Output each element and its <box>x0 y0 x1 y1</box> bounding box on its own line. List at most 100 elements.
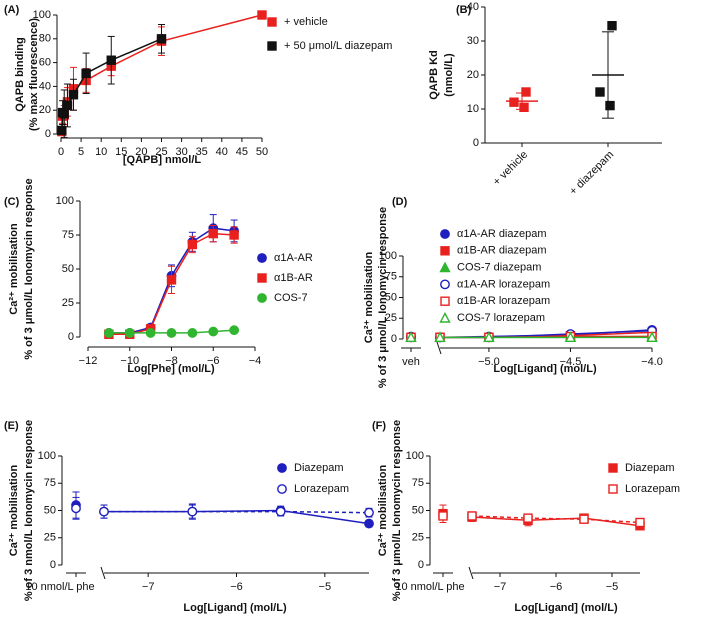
point <box>364 507 374 518</box>
y-tick-label: 40 <box>39 80 51 92</box>
x-tick-label: + diazepam <box>567 149 616 198</box>
point <box>166 275 177 285</box>
y-tick-label: 25 <box>62 297 74 309</box>
axis-break <box>468 566 474 580</box>
y-axis-label: Ca²⁺ mobilisation <box>363 252 375 344</box>
x-axis-label: Log[Phe] (mol/L) <box>127 363 215 375</box>
y-tick-label: 75 <box>62 229 74 241</box>
x-tick-label: −4.0 <box>641 356 663 368</box>
x-tick-label: veh <box>402 356 420 368</box>
y-tick-label: 25 <box>385 312 397 324</box>
x-tick-label: + vehicle <box>491 149 530 188</box>
point <box>145 328 156 338</box>
point <box>81 68 91 79</box>
y-tick-label: 0 <box>45 128 51 140</box>
x-axis-label: Log[Ligand] (mol/L) <box>493 363 597 375</box>
x-tick-label: 5 <box>78 146 84 158</box>
panel-label: (C) <box>4 196 20 208</box>
y-axis-label: (nmol/L) <box>443 53 455 97</box>
x-tick-label: −12 <box>79 355 98 367</box>
y-tick-label: 50 <box>412 504 424 516</box>
x-tick-label: 40 <box>216 146 228 158</box>
legend-label: Diazepam <box>625 462 675 474</box>
point <box>156 34 167 44</box>
panel-label: (A) <box>4 4 20 16</box>
y-axis-label: QAPB Kd <box>428 50 440 100</box>
legend-label: α1B-AR lorazepam <box>457 295 550 307</box>
y-tick-label: 75 <box>44 477 56 489</box>
x-axis-label: Log[Ligand] (mol/L) <box>514 602 618 614</box>
x-tick-label: −6 <box>550 581 563 593</box>
y-tick-label: 25 <box>412 532 424 544</box>
y-tick-label: 0 <box>68 331 74 343</box>
point <box>208 228 218 239</box>
point <box>99 506 109 517</box>
y-tick-label: 30 <box>467 35 479 47</box>
legend-label: COS-7 diazepam <box>457 262 541 274</box>
x-tick-label: 30 <box>175 146 187 158</box>
legend-marker <box>439 312 451 323</box>
legend-marker <box>440 229 450 239</box>
panel-label: (F) <box>372 420 386 432</box>
x-tick-label: 25 <box>155 146 167 158</box>
x-tick-label: 20 <box>135 146 147 158</box>
y-tick-label: 0 <box>473 137 479 149</box>
x-tick-label: 15 <box>115 146 127 158</box>
series-line <box>471 515 641 524</box>
legend-label: + 50 μmol/L diazepam <box>284 40 392 52</box>
point <box>275 506 286 517</box>
x-tick-label: −4.5 <box>560 356 582 368</box>
y-axis-label: % of 3 μmol/L Ionomycin response <box>377 207 389 388</box>
legend-label: Lorazepam <box>625 483 680 495</box>
legend-marker <box>608 463 618 473</box>
panel-label: (E) <box>4 420 19 432</box>
y-tick-label: 40 <box>467 1 479 13</box>
y-tick-label: 80 <box>39 33 51 45</box>
legend-marker <box>267 41 277 51</box>
y-tick-label: 100 <box>56 195 74 207</box>
point <box>523 513 533 523</box>
point <box>71 503 81 514</box>
point <box>68 90 79 100</box>
y-tick-label: 10 <box>467 103 479 115</box>
legend-label: α1B-AR diazepam <box>457 245 547 257</box>
legend-label: COS-7 <box>274 292 308 304</box>
point <box>208 326 219 337</box>
x-tick-label: 10 nmol/L phe <box>25 581 94 593</box>
legend-marker <box>277 484 287 494</box>
point <box>509 97 519 107</box>
point <box>103 328 114 338</box>
point <box>187 328 198 338</box>
legend-marker <box>608 484 618 494</box>
x-tick-label: 35 <box>196 146 208 158</box>
x-tick-label: −7 <box>142 581 155 593</box>
x-tick-label: 50 <box>256 146 268 158</box>
point <box>646 331 658 343</box>
y-axis-label: % of 3 nmol/L Ionomycin response <box>23 420 35 601</box>
y-axis-label: QAPB binding <box>14 37 26 112</box>
x-axis-label: Log[Ligand] (mol/L) <box>183 602 287 614</box>
legend-marker <box>440 296 450 306</box>
point <box>607 21 617 31</box>
point <box>595 87 605 97</box>
x-axis-label: [QAPB] nmol/L <box>123 154 201 166</box>
y-tick-label: 100 <box>33 9 51 21</box>
series-line <box>104 510 370 514</box>
y-axis-label: % of 3 μmol/L Ionomycin response <box>391 420 403 601</box>
x-tick-label: 10 <box>95 146 107 158</box>
y-tick-label: 100 <box>38 450 56 462</box>
point <box>434 331 446 343</box>
point <box>483 331 495 343</box>
legend-marker <box>439 261 451 273</box>
legend-label: + vehicle <box>284 16 328 28</box>
x-tick-label: −4 <box>249 355 262 367</box>
x-tick-label: 45 <box>236 146 248 158</box>
point <box>467 511 477 521</box>
panel-label: (B) <box>456 4 472 16</box>
point <box>405 331 417 343</box>
point <box>57 125 67 136</box>
y-tick-label: 100 <box>379 250 397 262</box>
y-axis-label: Ca²⁺ mobilisation <box>8 465 20 557</box>
y-tick-label: 50 <box>44 504 56 516</box>
